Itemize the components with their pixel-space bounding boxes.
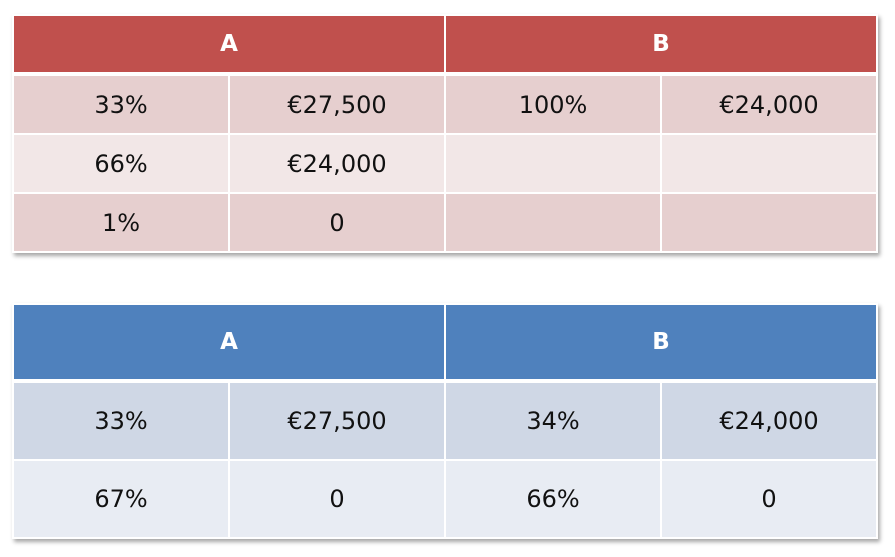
- table-cell: 33%: [12, 380, 230, 461]
- table-row: 33% €27,500 100% €24,000: [12, 73, 878, 135]
- table-cell: [660, 133, 878, 194]
- table-cell: 0: [660, 459, 878, 539]
- table-cell: €24,000: [228, 133, 446, 194]
- table-cell: 34%: [444, 380, 662, 461]
- table-cell: 66%: [444, 459, 662, 539]
- table-cell: 67%: [12, 459, 230, 539]
- table-cell: [444, 133, 662, 194]
- table-row: 1% 0: [12, 192, 878, 253]
- table-cell: 100%: [444, 73, 662, 135]
- table-cell: [444, 192, 662, 253]
- table-header-row: A B: [12, 303, 878, 383]
- lottery-table-2: A B 33% €27,500 34% €24,000 67% 0 66% 0: [12, 303, 878, 539]
- table-row: 33% €27,500 34% €24,000: [12, 380, 878, 461]
- header-option-b: B: [444, 14, 878, 76]
- table-cell: [660, 192, 878, 253]
- table-cell: 0: [228, 459, 446, 539]
- table-cell: €24,000: [660, 380, 878, 461]
- header-option-b: B: [444, 303, 878, 383]
- table-header-row: A B: [12, 14, 878, 76]
- table-cell: 1%: [12, 192, 230, 253]
- table-cell: €24,000: [660, 73, 878, 135]
- table-row: 66% €24,000: [12, 133, 878, 194]
- header-option-a: A: [12, 303, 446, 383]
- table-cell: 33%: [12, 73, 230, 135]
- table-cell: €27,500: [228, 380, 446, 461]
- table-row: 67% 0 66% 0: [12, 459, 878, 539]
- table-cell: 66%: [12, 133, 230, 194]
- table-cell: 0: [228, 192, 446, 253]
- table-cell: €27,500: [228, 73, 446, 135]
- header-option-a: A: [12, 14, 446, 76]
- lottery-table-1: A B 33% €27,500 100% €24,000 66% €24,000…: [12, 14, 878, 253]
